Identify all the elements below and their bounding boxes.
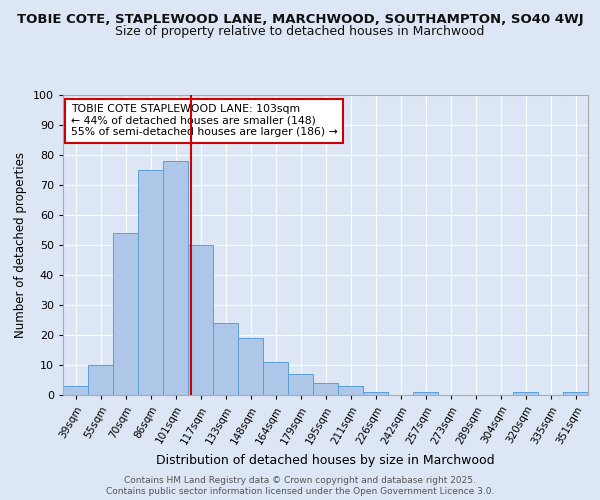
Bar [563, 392, 588, 395]
Bar [363, 392, 388, 395]
Bar [338, 386, 363, 395]
Bar [188, 245, 213, 395]
Text: Size of property relative to detached houses in Marchwood: Size of property relative to detached ho… [115, 25, 485, 38]
Bar [263, 362, 288, 395]
Bar [63, 386, 88, 395]
Bar [238, 338, 263, 395]
Bar [313, 383, 338, 395]
Bar [413, 392, 438, 395]
Bar [213, 323, 238, 395]
Bar [288, 374, 313, 395]
X-axis label: Distribution of detached houses by size in Marchwood: Distribution of detached houses by size … [156, 454, 495, 467]
Y-axis label: Number of detached properties: Number of detached properties [14, 152, 28, 338]
Text: Contains HM Land Registry data © Crown copyright and database right 2025.: Contains HM Land Registry data © Crown c… [124, 476, 476, 485]
Bar [138, 170, 163, 395]
Bar [113, 233, 138, 395]
Bar [88, 365, 113, 395]
Text: TOBIE COTE STAPLEWOOD LANE: 103sqm
← 44% of detached houses are smaller (148)
55: TOBIE COTE STAPLEWOOD LANE: 103sqm ← 44%… [71, 104, 338, 137]
Text: Contains public sector information licensed under the Open Government Licence 3.: Contains public sector information licen… [106, 487, 494, 496]
Text: TOBIE COTE, STAPLEWOOD LANE, MARCHWOOD, SOUTHAMPTON, SO40 4WJ: TOBIE COTE, STAPLEWOOD LANE, MARCHWOOD, … [17, 12, 583, 26]
Bar [163, 161, 188, 395]
Bar [513, 392, 538, 395]
